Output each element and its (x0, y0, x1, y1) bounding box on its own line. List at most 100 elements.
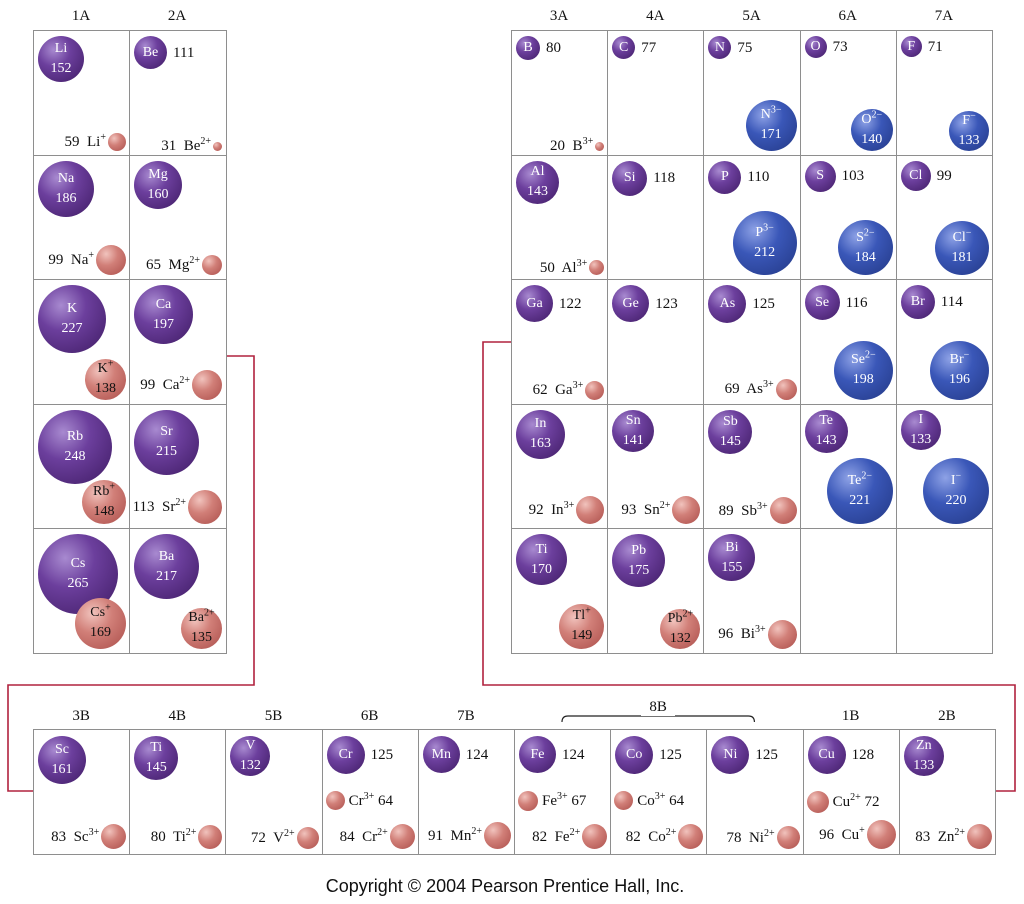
atomic-radius: 186 (55, 190, 77, 206)
element-symbol: S (816, 168, 824, 183)
atomic-radius: 215 (156, 444, 177, 459)
atomic-radius: 125 (370, 747, 394, 763)
group-header-5a: 5A (742, 8, 761, 24)
ion-symbol: N3− (760, 104, 782, 122)
ion-symbol: F− (962, 109, 976, 128)
anion-sphere: Se2− 198 (833, 340, 893, 400)
ionic-radius: 113 (132, 499, 155, 515)
ionic-radius: 132 (669, 630, 691, 646)
ionic-radius: 196 (949, 372, 970, 387)
element-symbol: Sn (625, 412, 641, 428)
atomic-radius: 114 (940, 294, 963, 310)
atom-sphere: Ti 170 (516, 534, 567, 585)
atomic-radius: 123 (655, 295, 678, 312)
ion-label: 72 V2+ (251, 829, 295, 847)
ionic-radius: 135 (191, 630, 212, 645)
atomic-radius: 71 (927, 38, 943, 55)
cation-sphere-secondary (614, 791, 634, 810)
copyright-notice: Copyright © 2004 Pearson Prentice Hall, … (325, 876, 685, 896)
ionic-radius: 89 (718, 502, 734, 519)
ion-symbol: Li+ (79, 131, 106, 150)
cation-sphere (389, 824, 415, 849)
cation-sphere (776, 826, 800, 849)
ion-symbol: Te2− (847, 470, 873, 488)
element-symbol: Sr (160, 424, 173, 439)
atom-sphere: O (804, 36, 827, 58)
element-symbol: Br (910, 294, 925, 309)
ion-label: 59 Li+ (65, 131, 106, 151)
ionic-radius: 82 (532, 828, 548, 845)
atomic-radius: 145 (145, 760, 167, 775)
element-symbol: Bi (725, 539, 739, 555)
connector-line-right (482, 341, 1016, 792)
ion-symbol: In3+ (543, 500, 575, 519)
ion-symbol: K+ (97, 358, 114, 376)
ion-symbol: Fe3+ (542, 791, 568, 810)
group-header-6b: 6B (360, 708, 379, 724)
atom-sphere: Na 186 (38, 160, 94, 217)
atom-sphere: Fe (519, 736, 556, 773)
atomic-radius: 110 (747, 169, 770, 185)
ion-label: 78 Ni2+ (726, 828, 774, 847)
element-symbol: Al (530, 164, 545, 179)
cation-sphere-secondary (518, 791, 538, 811)
ion-symbol: Ca2+ (155, 374, 190, 393)
ion-label: 20 B3+ (550, 137, 593, 155)
atomic-radius: 145 (719, 433, 741, 449)
element-symbol: Cl (909, 167, 923, 183)
ion-symbol: Cu2+ (832, 792, 861, 811)
ionic-radius: 62 (532, 382, 548, 398)
atomic-radius: 125 (752, 296, 775, 312)
ionic-radius: 67 (571, 793, 587, 809)
ionic-radius: 64 (669, 792, 685, 809)
atomic-radius: 170 (531, 561, 552, 577)
ion-symbol: Ga3+ (547, 380, 584, 399)
group-header-7a: 7A (934, 8, 954, 24)
atom-sphere: Ge (612, 285, 650, 322)
atomic-radius: 128 (851, 747, 875, 763)
cation-sphere (775, 378, 797, 400)
anion-sphere: S2− 184 (837, 220, 893, 275)
ion-label: 82 Fe2+ (532, 827, 580, 846)
cation-sphere: Pb2+ 132 (660, 607, 701, 649)
atomic-radius: 227 (61, 321, 83, 336)
cation-sphere-secondary (806, 791, 829, 813)
ion-label: 69 As3+ (725, 380, 774, 398)
ionic-radius: 93 (621, 502, 637, 518)
element-symbol: Cu (818, 747, 835, 762)
atomic-radius: 133 (910, 431, 932, 447)
ion-symbol: Bi3+ (733, 624, 766, 643)
ion-symbol: Sc3+ (66, 826, 100, 845)
atomic-radius: 116 (845, 294, 868, 311)
element-symbol: Se (815, 294, 830, 310)
element-symbol: F (907, 38, 916, 54)
group-header-7b: 7B (457, 708, 475, 724)
element-symbol: Co (626, 747, 643, 762)
atomic-radius: 143 (815, 433, 837, 448)
atom-sphere: Be (134, 36, 167, 69)
atomic-radius: 141 (622, 432, 644, 448)
empty-cell (895, 528, 994, 654)
ionic-radius: 138 (95, 381, 116, 396)
ionic-radius: 181 (951, 250, 973, 265)
ion-label: 99 Na+ (48, 251, 94, 269)
ion-symbol: I− (950, 470, 962, 488)
atom-sphere: Bi 155 (708, 534, 756, 581)
ion-symbol: Se2− (850, 349, 876, 367)
cation-sphere (296, 827, 319, 849)
ion-symbol: Rb+ (93, 481, 115, 499)
ion-symbol: Pb2+ (667, 607, 694, 626)
group-header-5b: 5B (264, 708, 283, 724)
atomic-radius: 133 (913, 758, 935, 773)
element-symbol: Mg (148, 166, 168, 182)
ionic-radius: 82 (625, 828, 641, 845)
ion-symbol: Cr2+ (354, 826, 388, 845)
atomic-radius: 143 (527, 184, 548, 199)
cation-sphere: K+ 138 (85, 358, 126, 400)
ionic-radius: 99 (48, 252, 64, 268)
atom-sphere: Cr (326, 736, 365, 774)
cation-sphere (188, 490, 222, 524)
ionic-radius: 149 (571, 628, 593, 643)
ionic-radius: 171 (760, 127, 782, 142)
cation-sphere (582, 824, 608, 849)
